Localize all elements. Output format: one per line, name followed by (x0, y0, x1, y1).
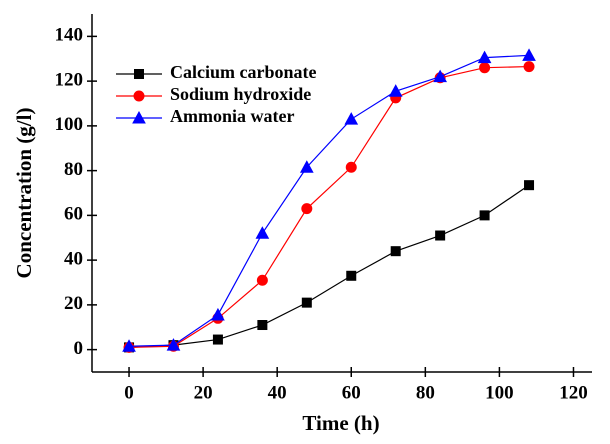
legend-label: Calcium carbonate (170, 62, 316, 82)
marker (524, 180, 535, 191)
marker (212, 334, 223, 345)
y-axis-title: Concentration (g/l) (12, 108, 36, 279)
marker (479, 62, 491, 74)
y-tick-label: 80 (64, 159, 83, 180)
legend-marker (132, 110, 146, 124)
marker (433, 69, 447, 83)
x-tick-label: 0 (124, 382, 134, 403)
marker (166, 338, 181, 351)
marker (522, 48, 536, 61)
marker (301, 297, 312, 308)
series-line (129, 184, 530, 348)
marker (257, 320, 268, 331)
y-tick-label: 140 (55, 25, 84, 46)
x-tick-label: 120 (559, 382, 588, 403)
marker (255, 226, 270, 239)
marker (523, 61, 535, 73)
x-tick-label: 60 (342, 382, 361, 403)
marker (346, 270, 357, 281)
series-line (129, 54, 530, 347)
x-tick-label: 80 (416, 382, 435, 403)
marker (435, 230, 446, 241)
x-tick-label: 20 (194, 382, 213, 403)
marker (479, 210, 490, 221)
marker (211, 307, 225, 321)
legend-marker (133, 90, 145, 102)
y-tick-label: 60 (64, 204, 83, 225)
marker (388, 84, 403, 97)
legend-label: Ammonia water (170, 106, 294, 126)
series-line (129, 65, 530, 348)
y-tick-label: 20 (64, 293, 83, 314)
x-tick-label: 40 (268, 382, 287, 403)
marker (299, 160, 314, 173)
marker (390, 246, 401, 257)
marker (344, 112, 359, 125)
x-tick-label: 100 (485, 382, 514, 403)
marker (256, 274, 268, 286)
marker (301, 203, 313, 215)
marker (345, 161, 357, 173)
marker (122, 339, 136, 352)
y-tick-label: 100 (55, 114, 84, 135)
y-tick-label: 40 (64, 248, 83, 269)
y-tick-label: 120 (55, 69, 84, 90)
legend-marker (134, 69, 144, 79)
x-axis-title: Time (h) (302, 411, 379, 435)
marker (477, 50, 492, 64)
y-tick-label: 0 (74, 338, 84, 359)
legend-label: Sodium hydroxide (170, 84, 311, 104)
